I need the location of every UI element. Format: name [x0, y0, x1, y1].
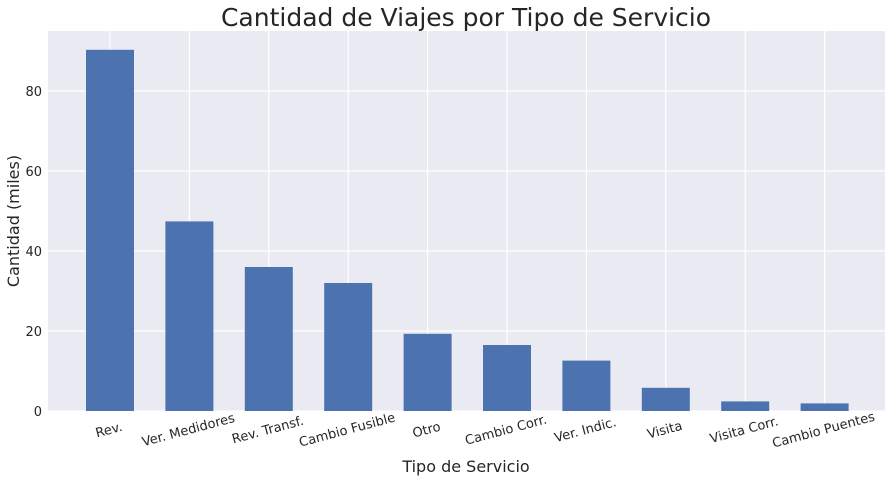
x-tick-label: Visita — [646, 419, 684, 443]
x-axis-label: Tipo de Servicio — [401, 457, 529, 476]
y-axis-label: Cantidad (miles) — [4, 155, 23, 287]
x-tick-label: Rev. — [94, 420, 124, 442]
bar — [86, 49, 134, 412]
x-tick-label: Cambio Corr. — [464, 412, 549, 448]
bar — [324, 283, 373, 411]
y-tick-label: 20 — [25, 325, 42, 340]
bar — [562, 360, 611, 411]
bar — [244, 267, 293, 411]
y-tick-labels: 0 20 40 60 80 — [25, 85, 42, 420]
bar — [721, 401, 770, 411]
y-tick-label: 60 — [25, 165, 42, 180]
x-tick-label: Otro — [411, 420, 442, 442]
y-tick-label: 0 — [34, 405, 42, 420]
bar — [800, 403, 849, 411]
bar — [641, 387, 690, 411]
x-tick-label: Rev. Transf. — [230, 414, 305, 448]
bars — [86, 49, 849, 412]
bar — [403, 333, 452, 411]
y-tick-label: 80 — [25, 85, 42, 100]
x-tick-label: Cambio Fusible — [298, 411, 397, 451]
bar — [483, 345, 531, 411]
y-tick-label: 40 — [25, 245, 42, 260]
x-tick-label: Ver. Medidores — [140, 411, 236, 450]
bar — [165, 221, 214, 411]
chart-title: Cantidad de Viajes por Tipo de Servicio — [221, 3, 711, 32]
x-tick-label: Visita Corr. — [708, 414, 780, 447]
x-tick-label: Ver. Indic. — [553, 415, 618, 446]
x-tick-label: Cambio Puentes — [771, 410, 877, 452]
